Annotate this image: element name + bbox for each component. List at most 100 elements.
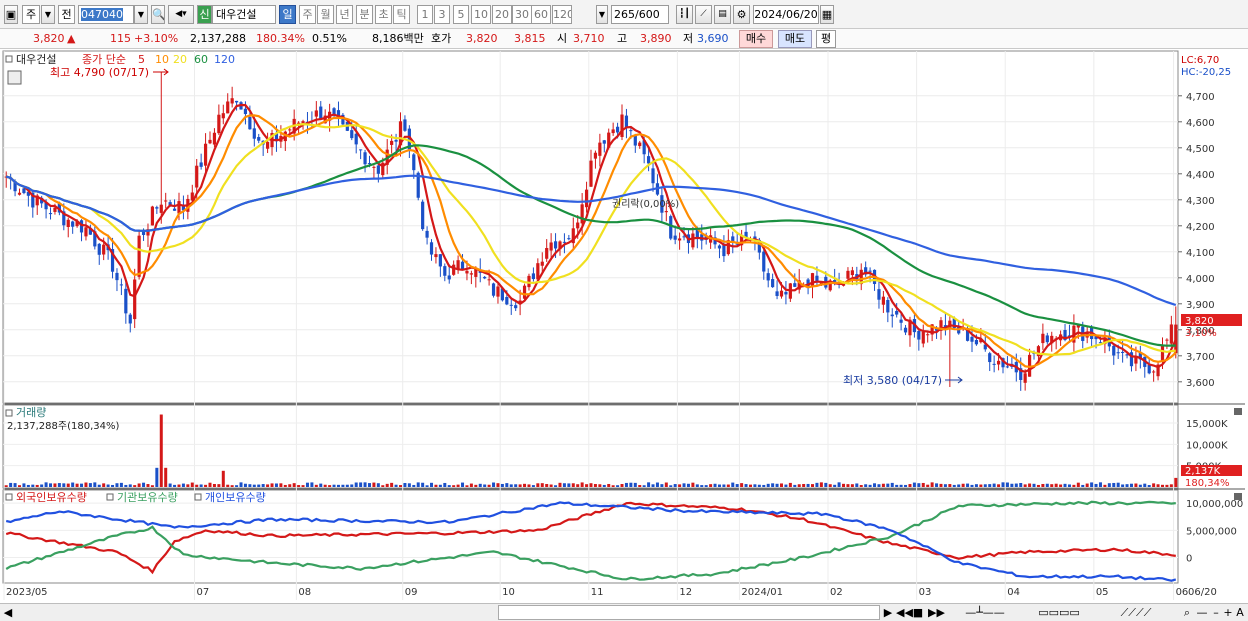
volume-bar [531, 485, 535, 487]
font-size-icon[interactable]: A [1236, 606, 1244, 619]
layout-icon[interactable]: ▣ [4, 5, 18, 24]
candle [793, 283, 797, 287]
candle [1138, 352, 1142, 360]
candle [527, 275, 531, 288]
chart-scrollbar[interactable]: ◀ ▶ ◀◀ ■ ▶▶ —┴—— ▭▭▭▭ ⟋⟋⟋⟋ ⌕ — – + A [0, 603, 1248, 621]
interval-button[interactable]: 120 [552, 5, 572, 24]
period-prefix[interactable]: 전 [58, 5, 75, 24]
sound-icon[interactable]: ◀▾ [168, 5, 194, 24]
candle-type-icon[interactable]: ┇┃ [676, 5, 693, 24]
interval-button[interactable]: 5 [453, 5, 469, 24]
close-pane-icon[interactable] [1234, 408, 1242, 415]
volume-pane [2, 404, 1179, 489]
count-field[interactable]: 265/600 [611, 5, 669, 24]
zoom-slider[interactable]: —┴—— [965, 606, 1005, 619]
pane-toggle-icon[interactable] [5, 493, 13, 501]
period-tab[interactable]: 초 [375, 5, 392, 24]
volume-bar [319, 483, 323, 487]
move-icon[interactable]: – [1213, 606, 1219, 619]
sell-button[interactable]: 매도 [778, 30, 812, 48]
volume-bar [948, 484, 952, 487]
interval-button[interactable]: 10 [471, 5, 491, 24]
buy-button[interactable]: 매수 [739, 30, 773, 48]
pane-toggle-icon[interactable] [194, 493, 202, 501]
code-dropdown-icon[interactable]: ▼ [134, 5, 148, 24]
volume-bar [500, 483, 504, 487]
holder-series-label: 기관보유수량 [117, 491, 178, 504]
period-tab[interactable]: 년 [336, 5, 353, 24]
candle [79, 220, 84, 233]
view-mode-icons[interactable]: ▭▭▭▭ [1038, 606, 1080, 619]
volume-bar [779, 483, 783, 487]
interval-button[interactable]: 30 [512, 5, 532, 24]
candle [110, 249, 115, 272]
candle [314, 110, 318, 117]
candle [363, 152, 367, 165]
volume-bar [726, 484, 730, 487]
chevron-down-icon[interactable]: ▼ [41, 5, 55, 24]
candle [735, 243, 739, 245]
volume-bar [691, 482, 695, 487]
price-tick-label: 3,700 [1186, 352, 1215, 363]
search-icon[interactable]: 🔍 [151, 5, 165, 24]
volume-bar [261, 484, 265, 487]
period-tab[interactable]: 월 [317, 5, 334, 24]
interval-button[interactable]: 20 [492, 5, 512, 24]
pane-toggle-icon[interactable] [106, 493, 114, 501]
close-pane-icon[interactable] [1234, 493, 1242, 500]
interval-button[interactable]: 3 [434, 5, 450, 24]
plus-icon[interactable]: + [1223, 606, 1233, 619]
date-field[interactable]: 2024/06/20 [753, 5, 819, 24]
market-tab[interactable]: 주 [22, 5, 40, 24]
candle [390, 140, 394, 145]
rewind-icon[interactable]: ◀◀ [896, 606, 913, 619]
calculator-icon[interactable] [7, 70, 22, 85]
volume-ratio: 180.34% [256, 32, 305, 45]
interval-button[interactable]: 1 [417, 5, 433, 24]
volume-bar [802, 483, 806, 487]
period-tab[interactable]: 분 [356, 5, 373, 24]
zoom-icon[interactable]: ⌕ [1183, 606, 1191, 619]
candle [217, 114, 221, 134]
scroll-right-icon[interactable]: ▶ [883, 606, 893, 619]
volume-bar [212, 484, 216, 487]
minus-icon[interactable]: — [1196, 606, 1208, 619]
period-tab[interactable]: 주 [299, 5, 316, 24]
volume-bar [372, 482, 376, 487]
candle [908, 319, 912, 336]
pane-toggle-icon[interactable] [5, 55, 13, 63]
period-tab[interactable]: 일 [279, 5, 296, 24]
period-tab[interactable]: 틱 [393, 5, 410, 24]
ma-period-label: 10 [155, 53, 169, 66]
volume-bar [930, 482, 934, 487]
candle [779, 290, 784, 297]
volume-bar [1081, 484, 1085, 487]
gear-icon[interactable]: ⚙ [733, 5, 750, 24]
stop-icon[interactable]: ■ [912, 606, 924, 619]
stock-code-input[interactable]: 047040 [78, 5, 134, 24]
candle [341, 114, 345, 125]
count-dropdown-icon[interactable]: ▼ [596, 5, 608, 24]
volume-bar [243, 483, 247, 487]
candle [297, 122, 301, 124]
candle [642, 140, 646, 155]
pane-toggle-icon[interactable] [5, 409, 13, 417]
draw-tool-icons[interactable]: ⟋⟋⟋⟋ [1120, 606, 1152, 619]
scroll-thumb[interactable] [498, 605, 880, 620]
interval-button[interactable]: 60 [531, 5, 551, 24]
volume-bar [735, 484, 739, 487]
bar-icon[interactable]: ▤ [714, 5, 731, 24]
candle [607, 132, 611, 148]
candle [195, 165, 199, 188]
fast-forward-icon[interactable]: ▶▶ [928, 606, 945, 619]
volume-bar [49, 483, 53, 487]
avg-button[interactable]: 평 [816, 30, 836, 48]
volume-bar [678, 484, 682, 487]
calendar-icon[interactable]: ▦ [820, 5, 834, 24]
trend-tool-icon[interactable]: ⟋ [695, 5, 712, 24]
scroll-left-icon[interactable]: ◀ [3, 606, 13, 619]
volume-bar [341, 484, 345, 487]
stock-chart[interactable]: 4,700 4,600 4,500 4,400 4,300 4,200 4,100 4,000… [0, 49, 1248, 604]
volume-bar [549, 484, 553, 487]
